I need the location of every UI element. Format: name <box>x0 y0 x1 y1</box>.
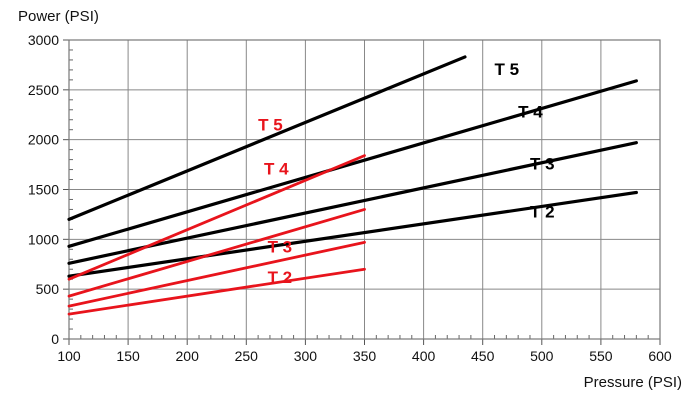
x-tick-label: 150 <box>116 348 140 364</box>
y-tick-labels: 0 500 1000 1500 2000 2500 3000 <box>28 32 59 347</box>
plot-frame <box>68 39 661 340</box>
x-tick-label: 300 <box>294 348 318 364</box>
series-line-2 <box>67 79 638 248</box>
x-tick-label: 200 <box>176 348 200 364</box>
y-tick-label: 2500 <box>28 82 59 98</box>
y-tick-label: 1000 <box>28 231 59 247</box>
series-line-3 <box>67 141 638 265</box>
series-lines <box>67 55 638 316</box>
series-line-1 <box>67 55 467 221</box>
x-tick-label: 350 <box>353 348 377 364</box>
y-tick-label: 3000 <box>28 32 59 48</box>
series-line-8 <box>67 267 366 316</box>
y-axis-title: Power (PSI) <box>18 8 99 25</box>
series-line-7 <box>67 240 366 308</box>
x-tick-label: 550 <box>589 348 613 364</box>
series-line-5 <box>67 154 366 281</box>
series-line-4 <box>67 190 638 278</box>
series-line-6 <box>67 208 366 298</box>
series-labels: T 5 T 4 T 3 T 2 T 5 T 4 T 3 T 2 <box>258 60 554 287</box>
series-label-6: T 4 <box>264 160 289 179</box>
x-tick-label: 500 <box>530 348 554 364</box>
x-tick-label: 400 <box>412 348 436 364</box>
y-tick-label: 500 <box>36 281 60 297</box>
series-label-8: T 2 <box>268 268 293 287</box>
y-tick-label: 2000 <box>28 132 59 148</box>
grid <box>63 39 661 345</box>
x-tick-label: 100 <box>57 348 81 364</box>
x-tick-label: 450 <box>471 348 495 364</box>
y-tick-label: 1500 <box>28 182 59 198</box>
x-tick-labels: 100 150 200 250 300 350 400 450 500 550 600 <box>57 348 672 364</box>
series-label-7: T 3 <box>268 237 293 256</box>
x-tick-label: 600 <box>648 348 672 364</box>
series-label-4: T 2 <box>530 202 555 221</box>
series-label-3: T 3 <box>530 155 555 174</box>
x-axis-title: Pressure (PSI) <box>584 374 682 391</box>
series-label-2: T 4 <box>518 103 543 122</box>
series-label-1: T 5 <box>495 60 520 79</box>
y-tick-label: 0 <box>51 331 59 347</box>
x-tick-label: 250 <box>235 348 259 364</box>
series-label-5: T 5 <box>258 116 283 135</box>
minor-ticks <box>69 49 649 339</box>
